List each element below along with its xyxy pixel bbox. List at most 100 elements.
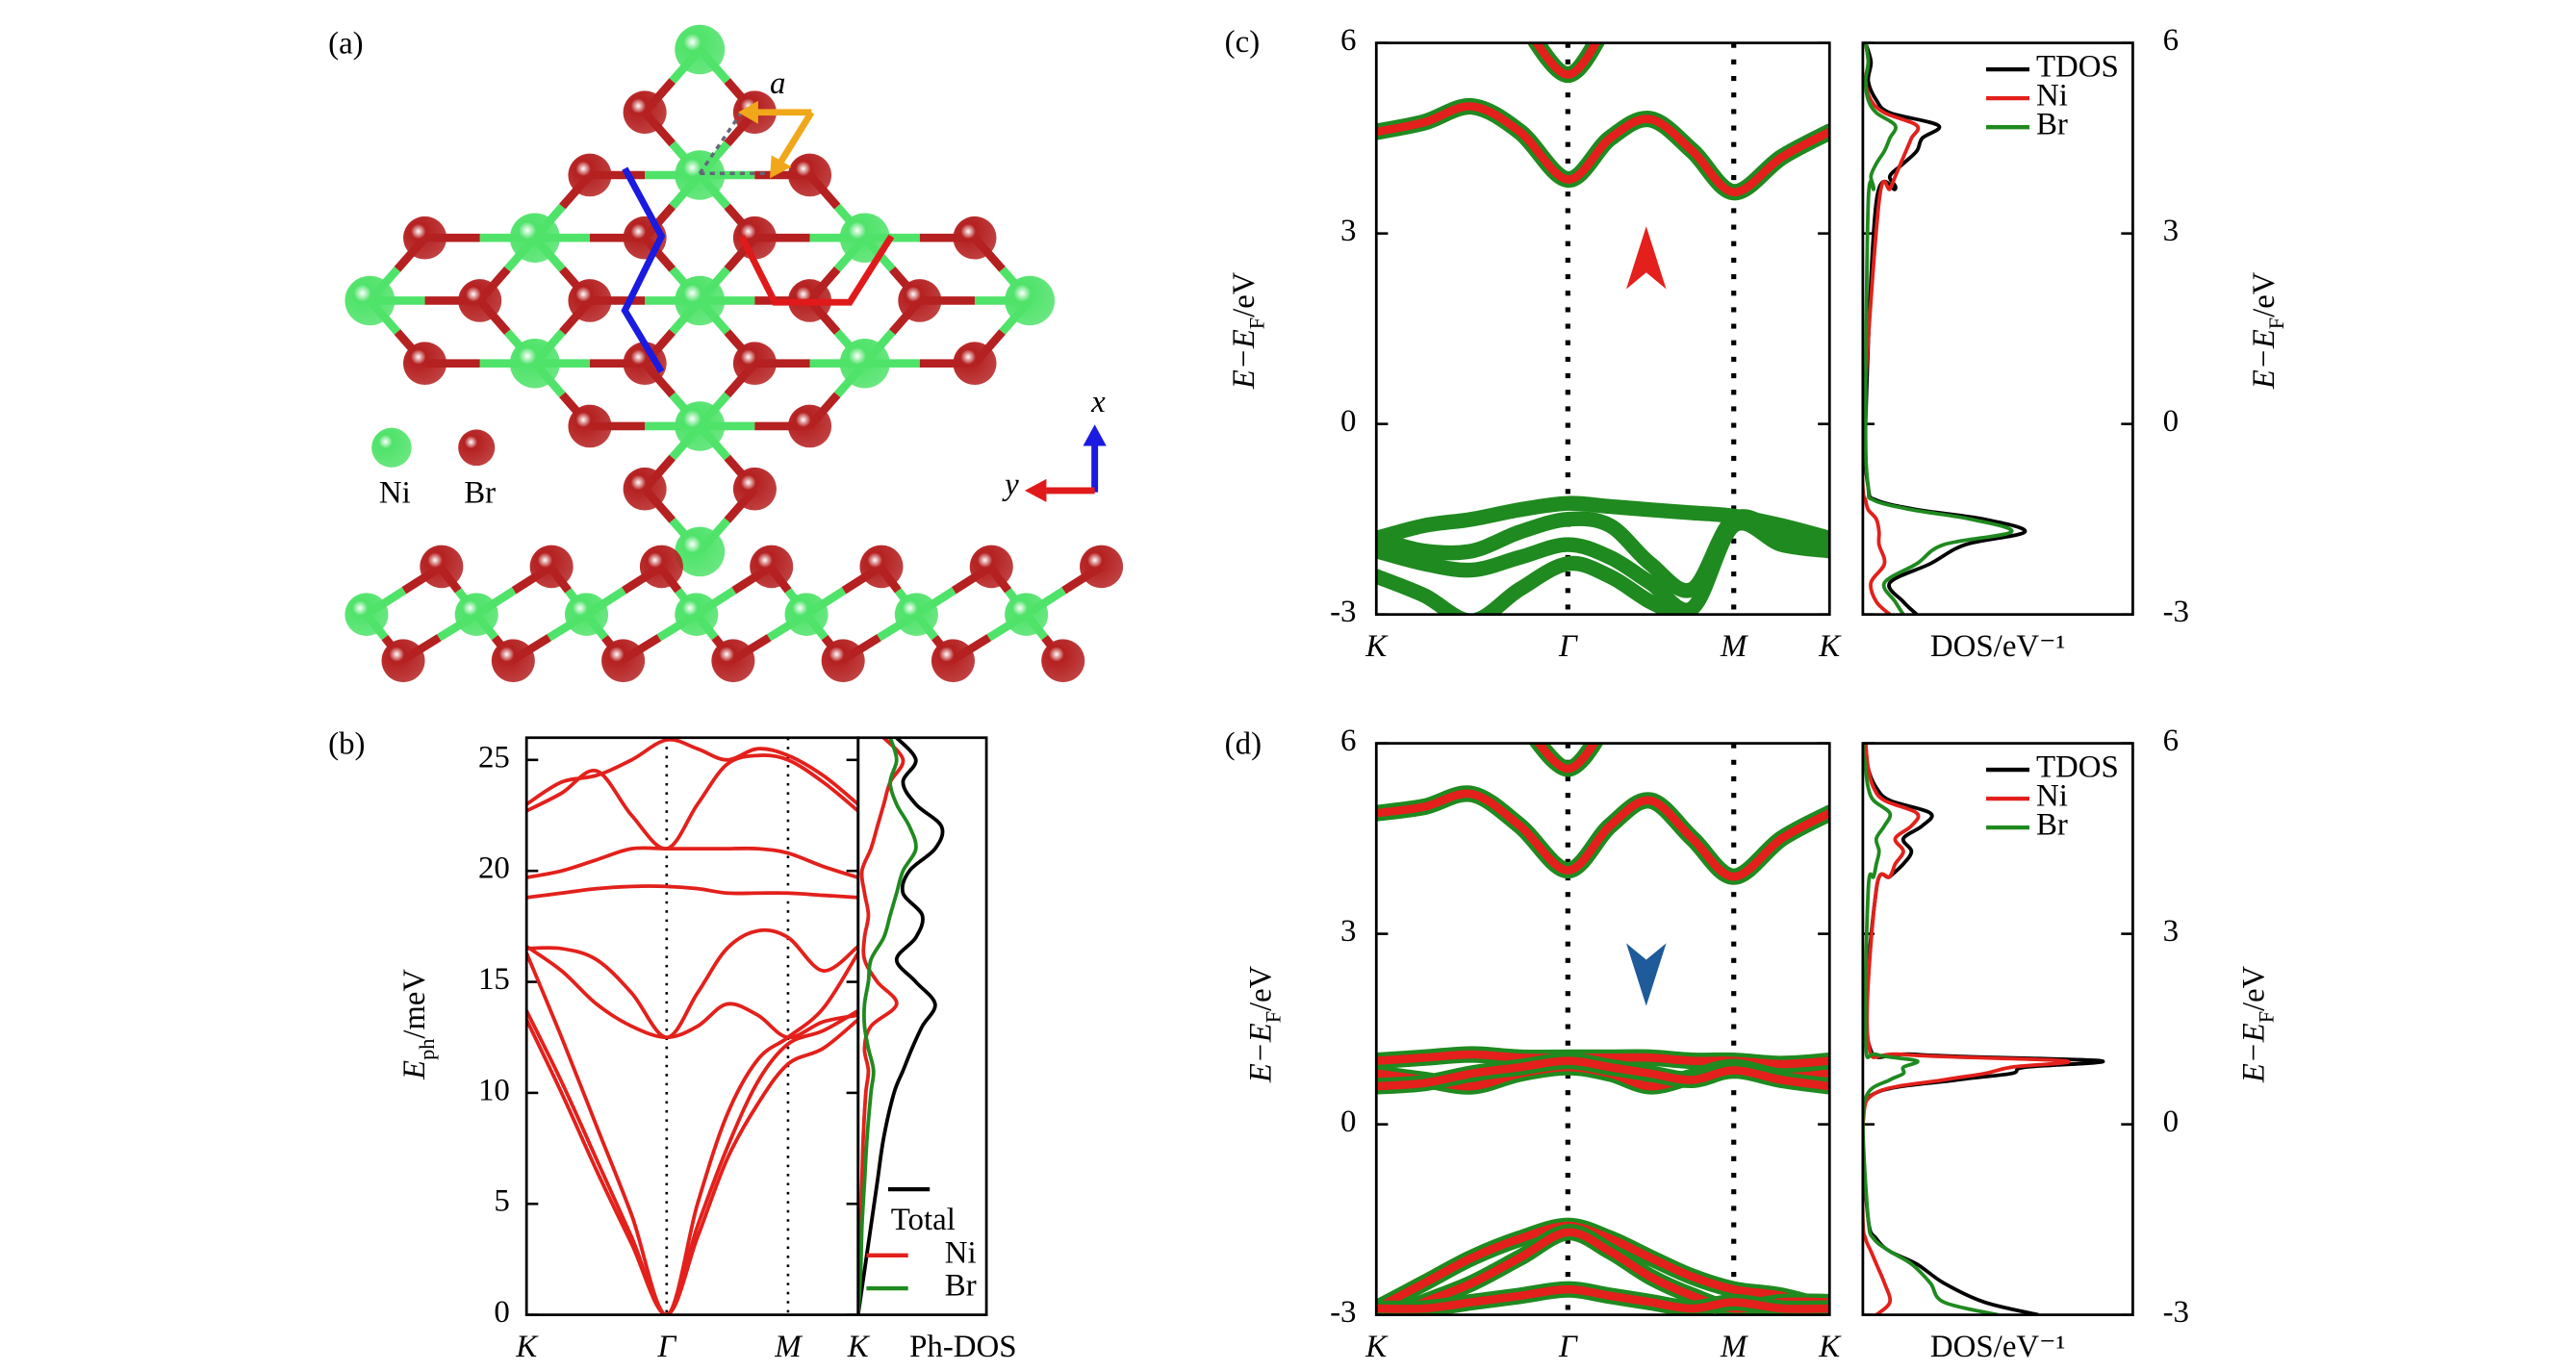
label-main: E−E [2236,1023,2271,1083]
y-tick-label: 0 [1340,404,1356,439]
ni-atom [454,593,498,636]
br-atom [568,279,612,322]
dos-line [1862,42,1921,615]
y-tick-label: 6 [2163,724,2179,758]
label-main: E−E [2246,329,2281,390]
ni-atom [344,275,395,326]
x-tick-label: Γ [1558,629,1578,664]
y-tick-label: 0 [2163,404,2179,439]
y-axis-label: E−EF/eV [2236,965,2278,1083]
x-tick-label: K [1818,1330,1842,1364]
y-tick-label: 6 [2163,23,2179,58]
br-atom [859,545,904,589]
br-atom [732,342,777,386]
ni-atom [675,401,726,451]
y-tick-label: 3 [2163,914,2179,949]
br-atom [788,153,832,197]
br-atom [953,216,997,260]
y-tick-label: 20 [478,851,510,886]
dos-axis-label: Ph-DOS [909,1330,1016,1364]
y-axis-label: E−EF/eV [1243,965,1285,1083]
species-label: Ni [379,476,411,511]
legend-label: Ni [2036,779,2068,814]
legend-label: TDOS [2036,750,2119,785]
dos-line [1862,743,1999,1315]
panel-label: (a) [328,27,364,62]
br-atom [568,404,612,448]
axis-label: y [1002,468,1019,502]
br-atom [788,404,832,448]
x-tick-label: K [1818,629,1842,664]
br-atom [931,639,975,683]
arrowhead [769,155,792,179]
legend-label: Ni [945,1235,977,1270]
arrowhead [738,100,758,124]
br-atom [1080,545,1124,589]
br-atom [953,342,997,386]
y-tick-label: 3 [1340,914,1356,949]
y-tick-label: 0 [1340,1104,1356,1139]
dos-frame [1861,742,2134,1316]
ni-atom [675,593,719,636]
legend-label: Ni [2036,79,2068,114]
x-tick-label: K [1365,629,1389,664]
br-atom [623,342,667,386]
ni-atom [1005,593,1049,636]
label-sub: F [1244,317,1268,329]
br-atom [623,467,667,511]
crystal-structure [344,24,1124,683]
x-tick-label: M [1720,1330,1748,1364]
legend-label: Br [2036,108,2068,142]
band [1376,555,1696,615]
band [1533,743,1599,774]
x-tick-label: K [515,1330,539,1364]
y-tick-label: 10 [478,1074,510,1108]
zigzag-chain [621,166,666,374]
x-tick-label: Γ [1558,1330,1578,1364]
br-atom [711,639,755,683]
y-tick-label: 15 [478,962,510,997]
y-tick-label: -3 [1330,1295,1356,1330]
br-atom [623,90,667,135]
br-atom [601,639,646,683]
dos-frame [1861,41,2134,617]
y-axis-label: E−EF/eV [2246,271,2287,390]
spin-arrow [1626,226,1667,290]
ni-atom [839,338,890,389]
armchair-chain [738,234,895,306]
arrowhead [1024,478,1047,502]
y-tick-label: -3 [1330,595,1356,629]
br-atom [639,545,683,589]
band [1376,1056,1830,1091]
bands [526,737,858,1315]
legend-label: Br [2036,808,2068,843]
bands [1376,743,1830,1315]
ni-atom [509,338,560,389]
legend-label: Total [891,1203,956,1237]
br-atom [403,216,447,260]
br-atom [732,216,777,260]
br-atom [969,545,1013,589]
br-atom [529,545,574,589]
ni-atom [784,593,829,636]
dos-line [857,737,918,1315]
y-axis-label: E−EF/eV [1227,271,1268,390]
x-tick-label: K [1365,1330,1389,1364]
y-tick-label: 25 [478,740,510,774]
ni-atom [509,213,560,263]
panel-label: (c) [1225,25,1261,60]
ni-atom [839,213,890,263]
phonon-branch [526,884,858,900]
arrowhead [1083,424,1107,446]
ni-atom [565,593,609,636]
ni-atom [675,526,726,577]
phonon-branch [526,737,858,806]
y-tick-label: -3 [2163,1295,2189,1330]
panel-label: (d) [1225,727,1262,762]
y-tick-label: 5 [494,1184,509,1219]
spin-arrow [1626,943,1667,1006]
x-tick-label: K [847,1330,871,1364]
dos-axis-label: DOS/eV⁻¹ [1930,629,2066,664]
